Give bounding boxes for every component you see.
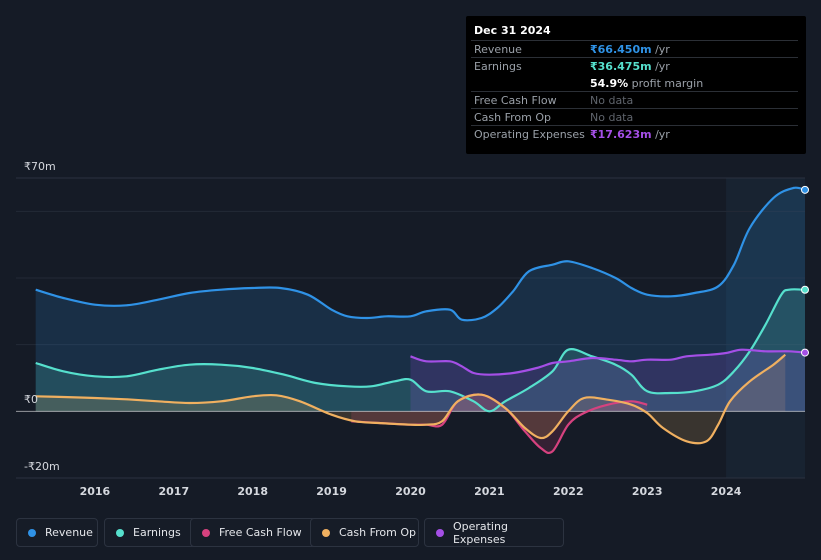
tooltip-row-operating-expenses: Operating Expenses ₹17.623m /yr xyxy=(466,125,806,142)
legend-label: Revenue xyxy=(45,526,93,539)
x-tick-label: 2022 xyxy=(552,485,584,498)
tooltip-row-free-cash-flow: Free Cash Flow No data xyxy=(466,91,806,108)
tooltip-value: ₹17.623m xyxy=(590,128,652,141)
operating-expenses-area xyxy=(410,349,805,412)
y-label-zero: ₹0 xyxy=(24,393,38,406)
profit-margin-value: 54.9% xyxy=(590,77,629,90)
x-tick-label: 2016 xyxy=(79,485,111,498)
legend-label: Cash From Op xyxy=(339,526,417,539)
x-tick-label: 2024 xyxy=(710,485,742,498)
cash-from-op-line xyxy=(35,353,787,445)
tooltip-value: ₹36.475m xyxy=(590,60,652,73)
profit-margin-label: profit margin xyxy=(628,77,704,90)
legend-item-earnings[interactable]: Earnings xyxy=(104,518,200,547)
tooltip-row-earnings: Earnings ₹36.475m /yr xyxy=(466,57,806,74)
legend-dot-icon xyxy=(202,528,210,537)
x-tick-label: 2019 xyxy=(316,485,347,498)
legend-dot-icon xyxy=(322,528,330,537)
tooltip-row-cash-from-op: Cash From Op No data xyxy=(466,108,806,125)
forecast-band xyxy=(726,178,805,478)
legend-label: Operating Expenses xyxy=(452,519,508,546)
x-tick-label: 2021 xyxy=(474,485,505,498)
revenue-end-point xyxy=(801,185,809,194)
data-tooltip: Dec 31 2024 Revenue ₹66.450m /yr Earning… xyxy=(466,16,806,154)
revenue-line xyxy=(35,186,806,322)
x-tick-label: 2017 xyxy=(158,485,190,498)
tooltip-label: Free Cash Flow xyxy=(474,94,557,107)
x-tick-label: 2020 xyxy=(395,485,426,498)
legend-item-free-cash-flow[interactable]: Free Cash Flow xyxy=(190,518,318,547)
legend-dot-icon xyxy=(116,528,124,537)
tooltip-value: No data xyxy=(590,111,634,124)
legend-label: Earnings xyxy=(133,526,181,539)
cash-from-op-area xyxy=(35,354,786,444)
legend-label: Free Cash Flow xyxy=(219,526,302,539)
tooltip-row-profit-margin: 54.9% profit margin xyxy=(466,74,806,91)
y-label-bottom: -₹20m xyxy=(24,460,60,473)
tooltip-label: Cash From Op xyxy=(474,111,552,124)
x-tick-label: 2018 xyxy=(237,485,268,498)
x-tick-label: 2023 xyxy=(631,485,663,498)
tooltip-unit: /yr xyxy=(651,128,670,141)
tooltip-unit: /yr xyxy=(651,43,670,56)
earnings-end-point xyxy=(801,285,809,294)
tooltip-row-revenue: Revenue ₹66.450m /yr xyxy=(466,40,806,57)
legend-item-cash-from-op[interactable]: Cash From Op xyxy=(310,518,419,547)
operating-expenses-line xyxy=(410,348,806,376)
operating-expenses-end-point xyxy=(801,348,809,357)
tooltip-label: Revenue xyxy=(474,43,522,56)
earnings-line xyxy=(35,288,806,413)
legend-item-operating-expenses[interactable]: Operating Expenses xyxy=(424,518,564,547)
legend-dot-icon xyxy=(436,528,444,537)
y-label-top: ₹70m xyxy=(24,160,56,173)
earnings-area xyxy=(35,289,805,412)
tooltip-value: No data xyxy=(590,94,634,107)
legend-dot-icon xyxy=(28,528,36,537)
tooltip-unit: /yr xyxy=(651,60,670,73)
legend-item-revenue[interactable]: Revenue xyxy=(16,518,98,547)
tooltip-label: Operating Expenses xyxy=(474,128,585,141)
revenue-area xyxy=(35,187,805,412)
tooltip-label: Earnings xyxy=(474,60,522,73)
tooltip-value: ₹66.450m xyxy=(590,43,652,56)
tooltip-date: Dec 31 2024 xyxy=(474,24,551,37)
